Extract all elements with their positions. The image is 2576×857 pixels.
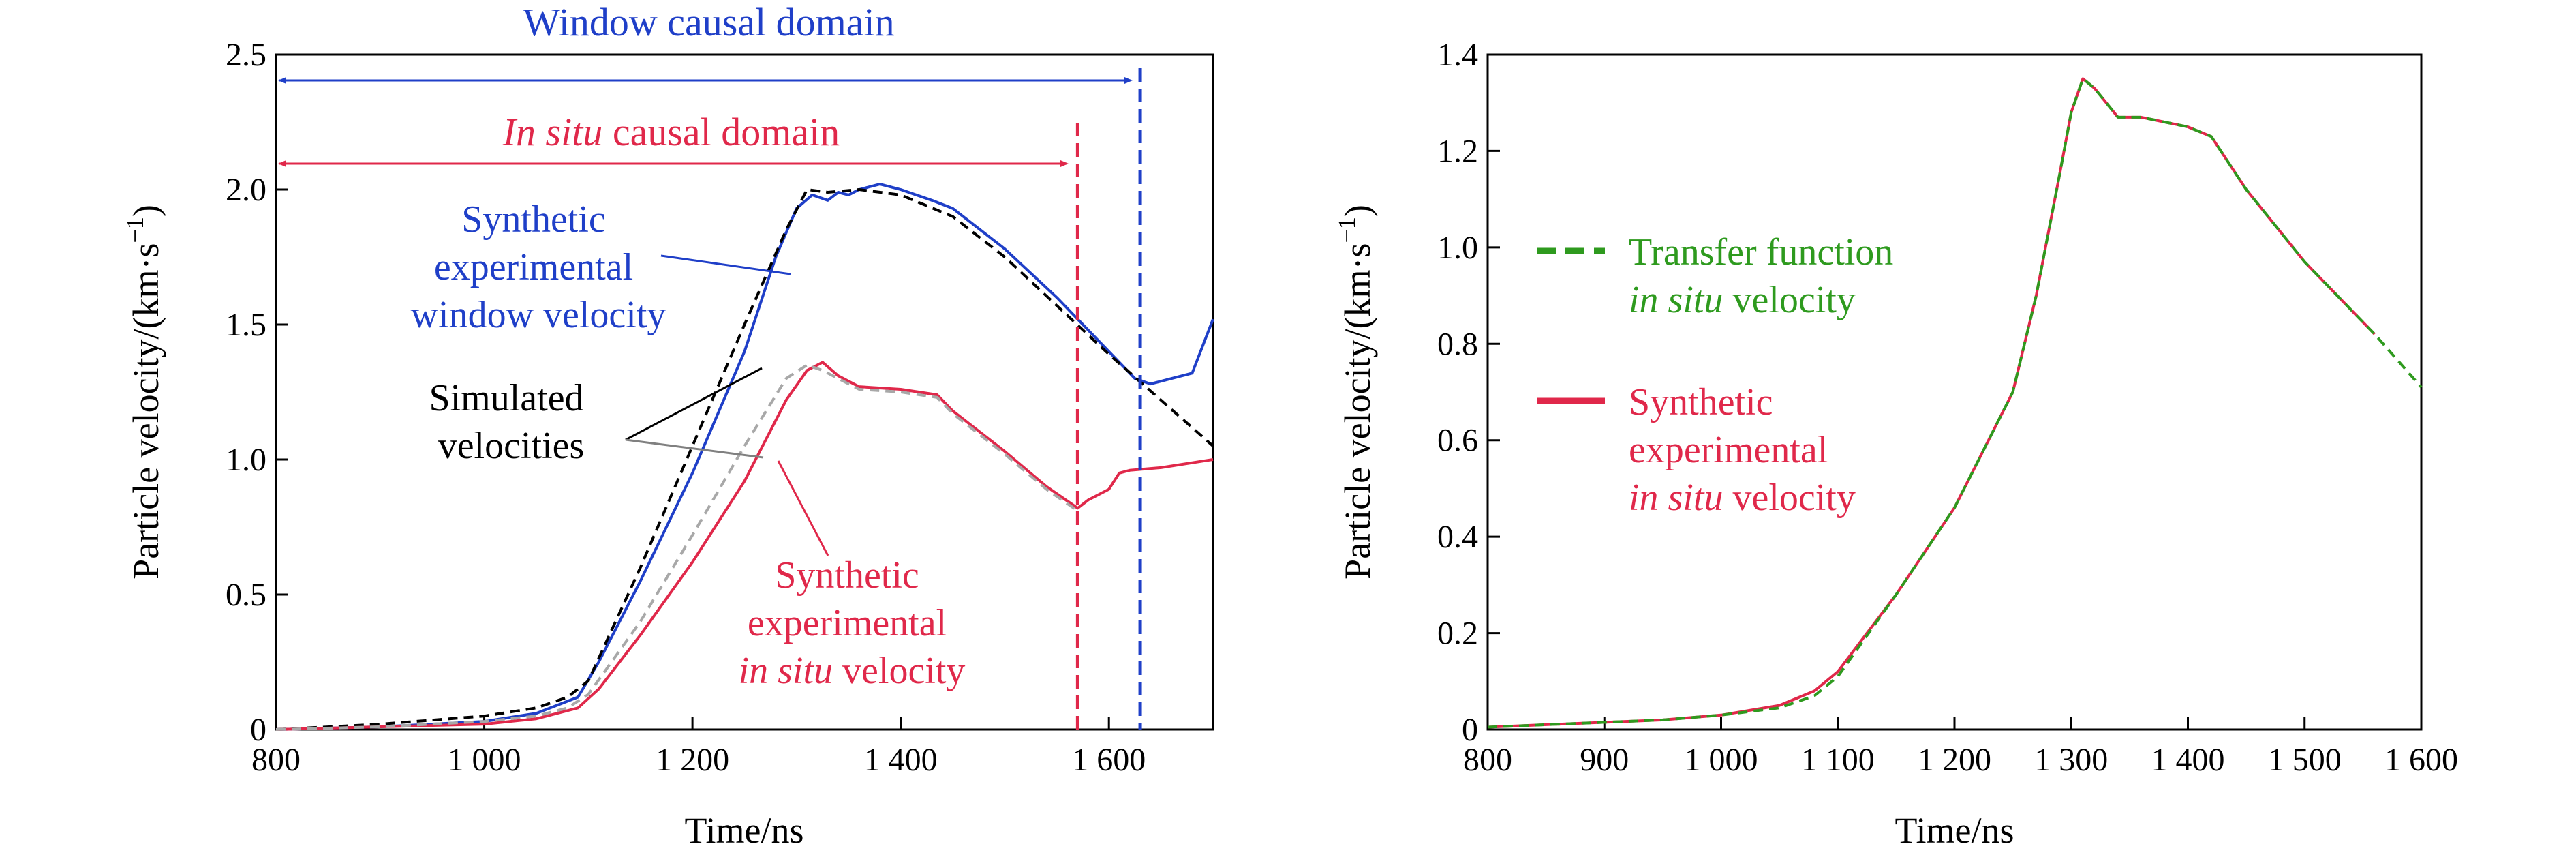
r-y-tick-label: 1.2 (1437, 133, 1478, 169)
legend-label-synthetic: Synthetic experimental in situ velocity (1629, 381, 1856, 519)
synthetic-in-situ-annotation: Synthetic experimental in situ velocity (739, 554, 966, 692)
r-x-tick-label: 900 (1580, 742, 1629, 778)
right-x-ticks: 800 900 1 000 1 100 1 200 1 300 1 400 1 500 1 60… (1463, 717, 2458, 778)
l-y-tick-label: 2.0 (226, 172, 266, 208)
left-y-axis-label: Particle velocity/(km·s−1) (121, 205, 166, 580)
right-chart: 0 0.2 0.4 0.6 0.8 1.0 1.2 1.4 800 900 1 000 1 100 1… (1333, 37, 2458, 851)
legend: Transfer function in situ velocity Synth… (1537, 231, 1903, 519)
simulated-leader-gray (625, 438, 764, 459)
left-plot-frame (275, 53, 1214, 731)
series-line-synthetic-window (275, 183, 1214, 731)
series-line-synthetic-in-situ (1487, 77, 2376, 729)
r-y-tick-label: 1.4 (1437, 37, 1478, 73)
legend-label-transfer: Transfer function in situ velocity (1629, 231, 1903, 321)
r-x-tick-label: 1 200 (1918, 742, 1991, 778)
simulated-leader-black (625, 367, 763, 441)
l-y-tick-label: 1.0 (226, 442, 266, 478)
l-x-tick-label: 800 (251, 742, 301, 778)
left-chart: 0 0.5 1.0 1.5 2.0 2.5 800 1 000 1 200 1 400 1 600… (121, 0, 1214, 851)
r-y-tick-label: 0.8 (1437, 326, 1478, 362)
series-line-simulated-in-situ (275, 363, 1079, 731)
right-x-axis-label: Time/ns (1895, 810, 2014, 851)
window-domain-label: Window causal domain (523, 0, 894, 44)
right-y-axis-label: Particle velocity/(km·s−1) (1333, 205, 1378, 580)
r-y-tick-label: 0.6 (1437, 423, 1478, 459)
r-y-tick-label: 0.4 (1437, 519, 1478, 555)
r-y-tick-label: 0 (1462, 712, 1478, 748)
r-x-tick-label: 1 500 (2268, 742, 2342, 778)
r-x-tick-label: 1 600 (2385, 742, 2458, 778)
series-line-simulated-window (275, 188, 1214, 731)
l-x-tick-label: 1 000 (448, 742, 521, 778)
left-x-ticks: 800 1 000 1 200 1 400 1 600 (251, 717, 1146, 778)
l-y-tick-label: 0 (250, 712, 266, 748)
right-y-ticks: 0 0.2 0.4 0.6 0.8 1.0 1.2 1.4 (1437, 37, 1500, 748)
series-line-transfer-function (1487, 77, 2423, 729)
left-x-axis-label: Time/ns (684, 810, 803, 851)
l-x-tick-label: 1 200 (656, 742, 729, 778)
r-x-tick-label: 800 (1463, 742, 1512, 778)
right-plot-frame (1486, 53, 2423, 731)
l-x-tick-label: 1 400 (864, 742, 938, 778)
in-situ-domain-label: In situ causal domain (502, 110, 840, 154)
r-x-tick-label: 1 100 (1801, 742, 1875, 778)
synthetic-in-situ-leader (777, 460, 829, 556)
right-series (1487, 77, 2423, 729)
synthetic-window-annotation: Synthetic experimental window velocity (411, 198, 666, 336)
left-markers (1075, 68, 1142, 730)
simulated-annotation: Simulated velocities (429, 377, 593, 467)
r-y-tick-label: 1.0 (1437, 230, 1478, 266)
l-y-tick-label: 2.5 (226, 37, 266, 73)
l-y-tick-label: 0.5 (226, 577, 266, 613)
r-x-tick-label: 1 300 (2034, 742, 2108, 778)
left-y-ticks: 0 0.5 1.0 1.5 2.0 2.5 (226, 37, 288, 748)
r-y-tick-label: 0.2 (1437, 616, 1478, 652)
l-y-tick-label: 1.5 (226, 307, 266, 343)
r-x-tick-label: 1 000 (1685, 742, 1758, 778)
synthetic-window-leader (660, 254, 791, 275)
series-line-synthetic-in-situ (275, 361, 1214, 731)
left-series (275, 183, 1214, 731)
r-x-tick-label: 1 400 (2151, 742, 2225, 778)
l-x-tick-label: 1 600 (1072, 742, 1146, 778)
